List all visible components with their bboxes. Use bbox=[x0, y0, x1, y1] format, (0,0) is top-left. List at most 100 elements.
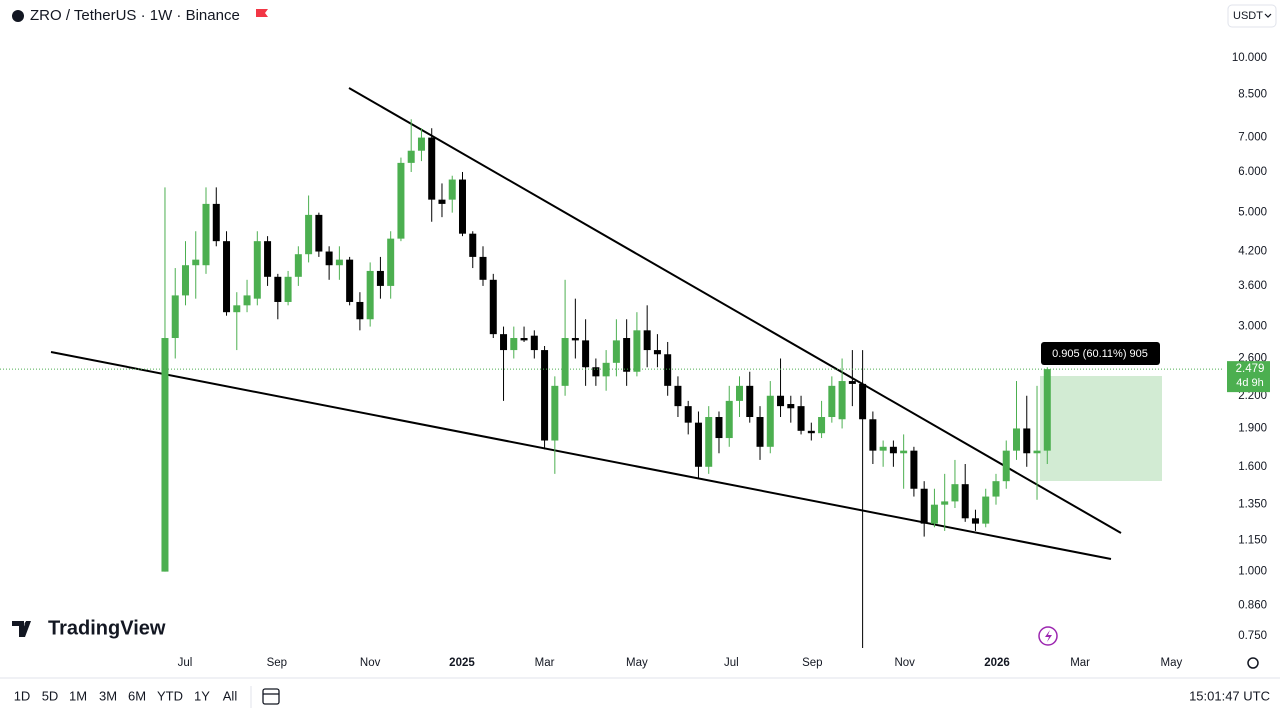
candle-body bbox=[879, 446, 887, 451]
y-tick-label: 10.000 bbox=[1232, 52, 1267, 64]
x-tick-label: May bbox=[626, 657, 648, 669]
candle-body bbox=[900, 450, 908, 454]
y-tick-label: 1.600 bbox=[1238, 461, 1267, 473]
candle-body bbox=[920, 488, 928, 524]
logo-text: TradingView bbox=[48, 617, 166, 639]
currency-label: USDT bbox=[1233, 10, 1263, 22]
calendar-icon[interactable] bbox=[262, 688, 280, 705]
x-tick-label: Sep bbox=[802, 657, 822, 669]
candle-body bbox=[951, 484, 959, 502]
y-tick-label: 4.200 bbox=[1238, 246, 1267, 258]
candle-body bbox=[807, 430, 815, 434]
candle-body bbox=[694, 422, 702, 467]
y-tick-label: 0.750 bbox=[1238, 630, 1267, 642]
candle-body bbox=[848, 381, 856, 384]
candle-body bbox=[469, 233, 477, 257]
y-tick-label: 1.150 bbox=[1238, 534, 1267, 546]
candle-body bbox=[1002, 450, 1010, 482]
candle-body bbox=[428, 137, 436, 200]
candle-body bbox=[192, 259, 200, 266]
candle-body bbox=[541, 350, 549, 441]
candle-body bbox=[653, 350, 661, 355]
range-button[interactable]: 1D bbox=[14, 688, 31, 703]
candle-body bbox=[387, 238, 395, 286]
x-tick-label: Nov bbox=[894, 657, 915, 669]
candle-body bbox=[223, 241, 231, 313]
candle-body bbox=[756, 417, 764, 447]
measure-label-box bbox=[1041, 342, 1160, 365]
chart-title: ZRO / TetherUS · 1W · Binance bbox=[30, 7, 240, 24]
candle-body bbox=[233, 305, 241, 313]
symbol-icon bbox=[12, 10, 24, 22]
candle-body bbox=[612, 340, 620, 363]
x-tick-label: Mar bbox=[535, 657, 555, 669]
candle-body bbox=[520, 338, 528, 341]
y-tick-label: 8.500 bbox=[1238, 88, 1267, 100]
candle-body bbox=[346, 259, 354, 302]
x-tick-label: Sep bbox=[267, 657, 287, 669]
y-tick-label: 1.000 bbox=[1238, 566, 1267, 578]
y-tick-label: 1.900 bbox=[1238, 422, 1267, 434]
candle-body bbox=[746, 385, 754, 418]
x-tick-label: Jul bbox=[724, 657, 739, 669]
candle-body bbox=[582, 340, 590, 368]
candle-body bbox=[202, 203, 210, 266]
candle-body bbox=[243, 295, 251, 306]
y-tick-label: 6.000 bbox=[1238, 166, 1267, 178]
x-tick-label: 2025 bbox=[449, 657, 475, 669]
candle-body bbox=[294, 254, 302, 277]
candle-body bbox=[325, 251, 333, 266]
candle-body bbox=[982, 496, 990, 524]
candle-body bbox=[715, 417, 723, 439]
candle-body bbox=[479, 256, 487, 280]
candle-body bbox=[253, 241, 261, 299]
x-tick-label: May bbox=[1161, 657, 1183, 669]
x-tick-label: 2026 bbox=[984, 657, 1010, 669]
candle-body bbox=[171, 295, 179, 339]
candle-body bbox=[438, 199, 446, 204]
logo-dot bbox=[24, 621, 30, 627]
y-tick-label: 3.600 bbox=[1238, 280, 1267, 292]
candle-body bbox=[1023, 428, 1031, 454]
candle-body bbox=[838, 381, 846, 420]
candle-body bbox=[1033, 450, 1041, 454]
x-tick-label: Mar bbox=[1070, 657, 1090, 669]
currency-button[interactable] bbox=[1227, 4, 1277, 28]
measure-box[interactable] bbox=[1040, 376, 1162, 481]
candle-body bbox=[705, 417, 713, 467]
candle-body bbox=[448, 179, 456, 200]
range-button[interactable]: 1M bbox=[69, 688, 87, 703]
candle-body bbox=[571, 338, 579, 341]
y-tick-label: 5.000 bbox=[1238, 207, 1267, 219]
candle-body bbox=[643, 330, 651, 351]
last-price-label: 2.479 bbox=[1236, 363, 1265, 375]
range-button[interactable]: 3M bbox=[99, 688, 117, 703]
candle-body bbox=[335, 259, 343, 266]
candle-body bbox=[376, 270, 384, 286]
candle-body bbox=[777, 395, 785, 407]
range-button[interactable]: 5D bbox=[42, 688, 59, 703]
candle-body bbox=[766, 395, 774, 447]
range-button[interactable]: All bbox=[223, 688, 238, 703]
range-button[interactable]: YTD bbox=[157, 688, 183, 703]
range-button[interactable]: 6M bbox=[128, 688, 146, 703]
candle-body bbox=[859, 383, 867, 420]
candle-body bbox=[664, 354, 672, 386]
settings-icon[interactable] bbox=[1247, 657, 1259, 669]
candle-body bbox=[797, 406, 805, 431]
flag-icon[interactable] bbox=[256, 9, 268, 17]
candle-body bbox=[735, 385, 743, 401]
candle-body bbox=[510, 338, 518, 351]
candle-body bbox=[264, 241, 272, 277]
candle-body bbox=[828, 385, 836, 418]
candle-body bbox=[500, 334, 508, 351]
candle-body bbox=[684, 406, 692, 423]
candle-body bbox=[818, 417, 826, 434]
event-icon[interactable] bbox=[1038, 626, 1058, 646]
y-tick-label: 7.000 bbox=[1238, 132, 1267, 144]
trendline-upper[interactable] bbox=[348, 87, 1122, 534]
range-button[interactable]: 1Y bbox=[194, 688, 210, 703]
candle-body bbox=[458, 179, 466, 234]
candle-body bbox=[530, 335, 538, 351]
